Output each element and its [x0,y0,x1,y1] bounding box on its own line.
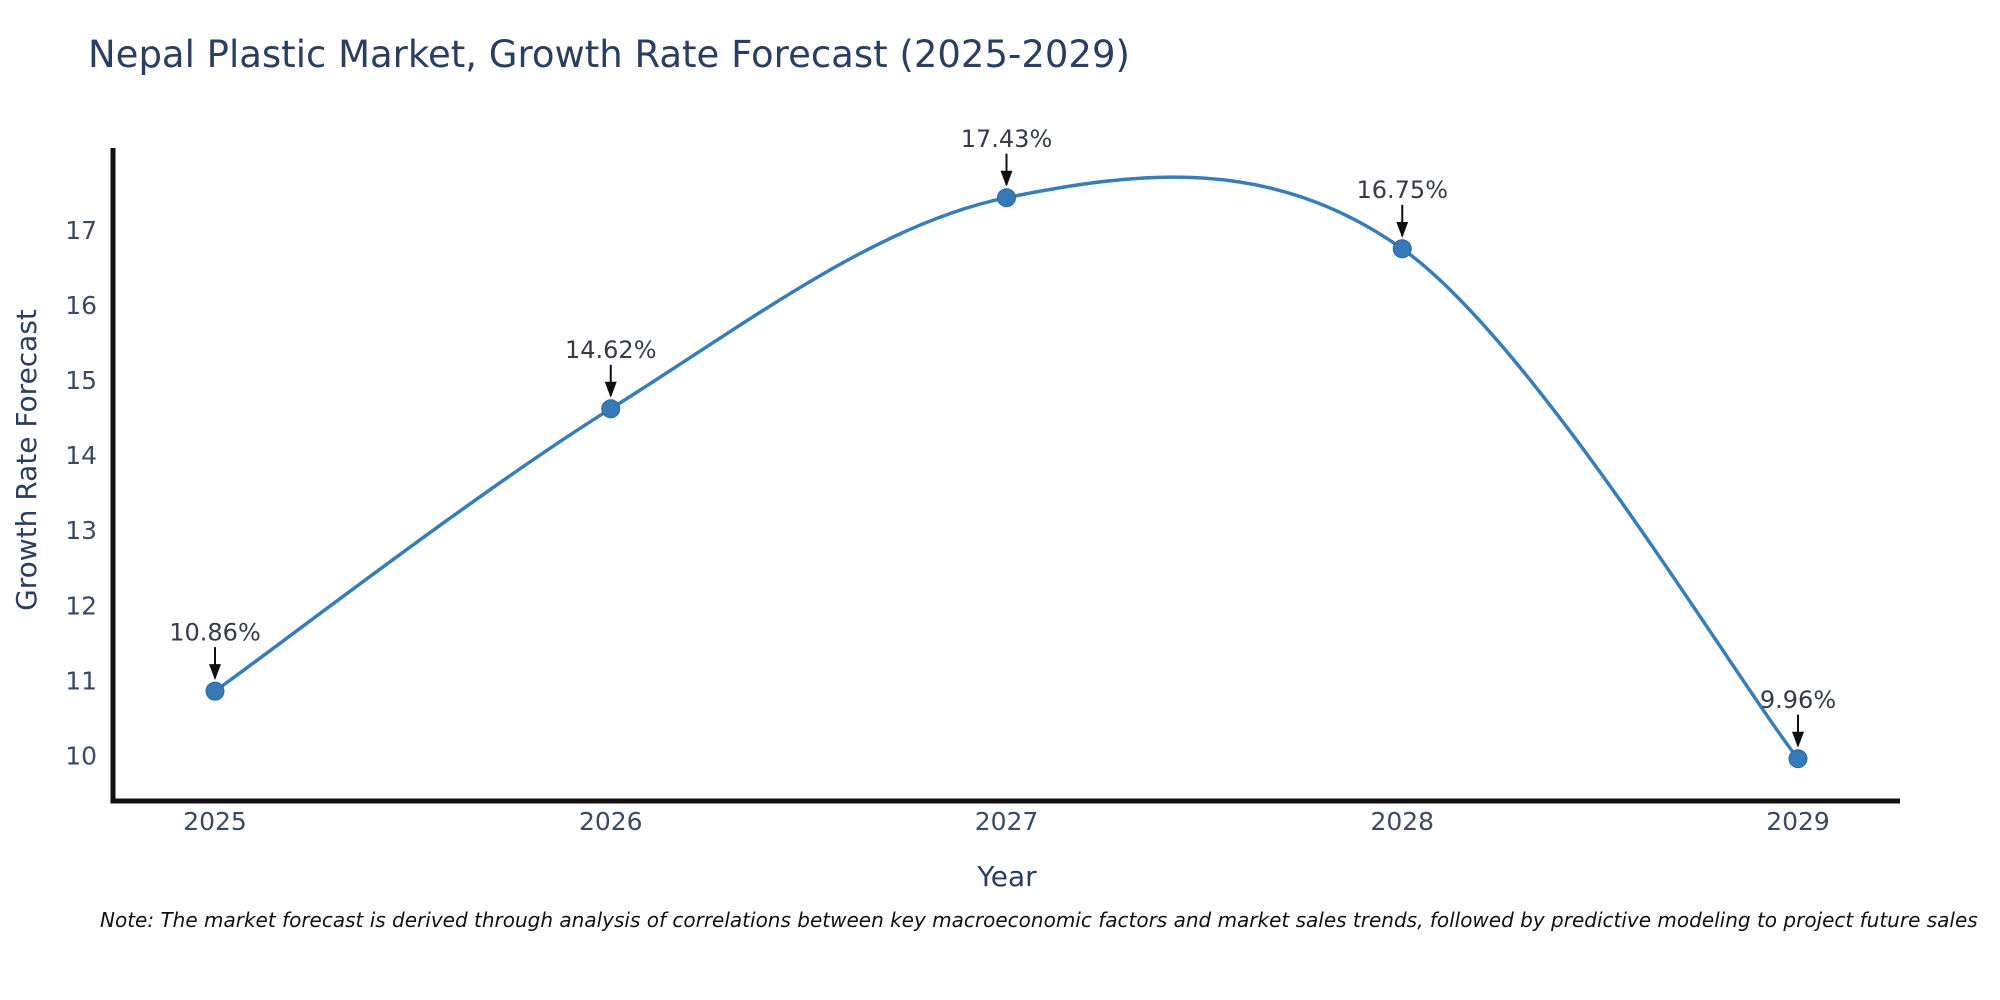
y-tick-label: 12 [65,591,97,620]
data-point-marker [205,681,225,701]
y-tick-labels: 10 11 12 13 14 15 16 17 [65,216,97,771]
data-point-marker [997,188,1016,208]
point-annotations: 10.86% 14.62% 17.43% 16.75% 9.96% [169,125,1836,748]
point-value-label: 16.75% [1356,176,1448,204]
x-tick-label: 2026 [579,807,643,836]
line-series [205,175,1808,769]
point-value-label: 9.96% [1760,686,1836,714]
y-tick-label: 14 [65,441,97,470]
x-tick-label: 2028 [1370,807,1434,836]
point-value-label: 17.43% [961,125,1053,153]
forecast-line [213,175,1800,761]
y-tick-label: 15 [65,366,97,395]
x-tick-label: 2025 [183,807,247,836]
footnote: Note: The market forecast is derived thr… [100,908,1978,932]
x-tick-label: 2027 [975,807,1039,836]
y-tick-label: 11 [65,666,97,695]
data-point-marker [601,399,621,419]
x-tick-label: 2029 [1766,807,1830,836]
point-value-label: 14.62% [565,336,657,364]
chart-title: Nepal Plastic Market, Growth Rate Foreca… [88,33,1130,76]
x-axis-title: Year [977,860,1037,893]
y-tick-label: 16 [65,291,97,320]
y-tick-label: 13 [65,516,97,545]
data-point-marker [1788,749,1808,769]
y-tick-label: 10 [65,741,97,770]
x-tick-labels: 2025 2026 2027 2028 2029 [183,807,1830,836]
data-point-marker [1392,239,1412,259]
y-tick-label: 17 [65,216,97,245]
point-value-label: 10.86% [169,619,261,647]
